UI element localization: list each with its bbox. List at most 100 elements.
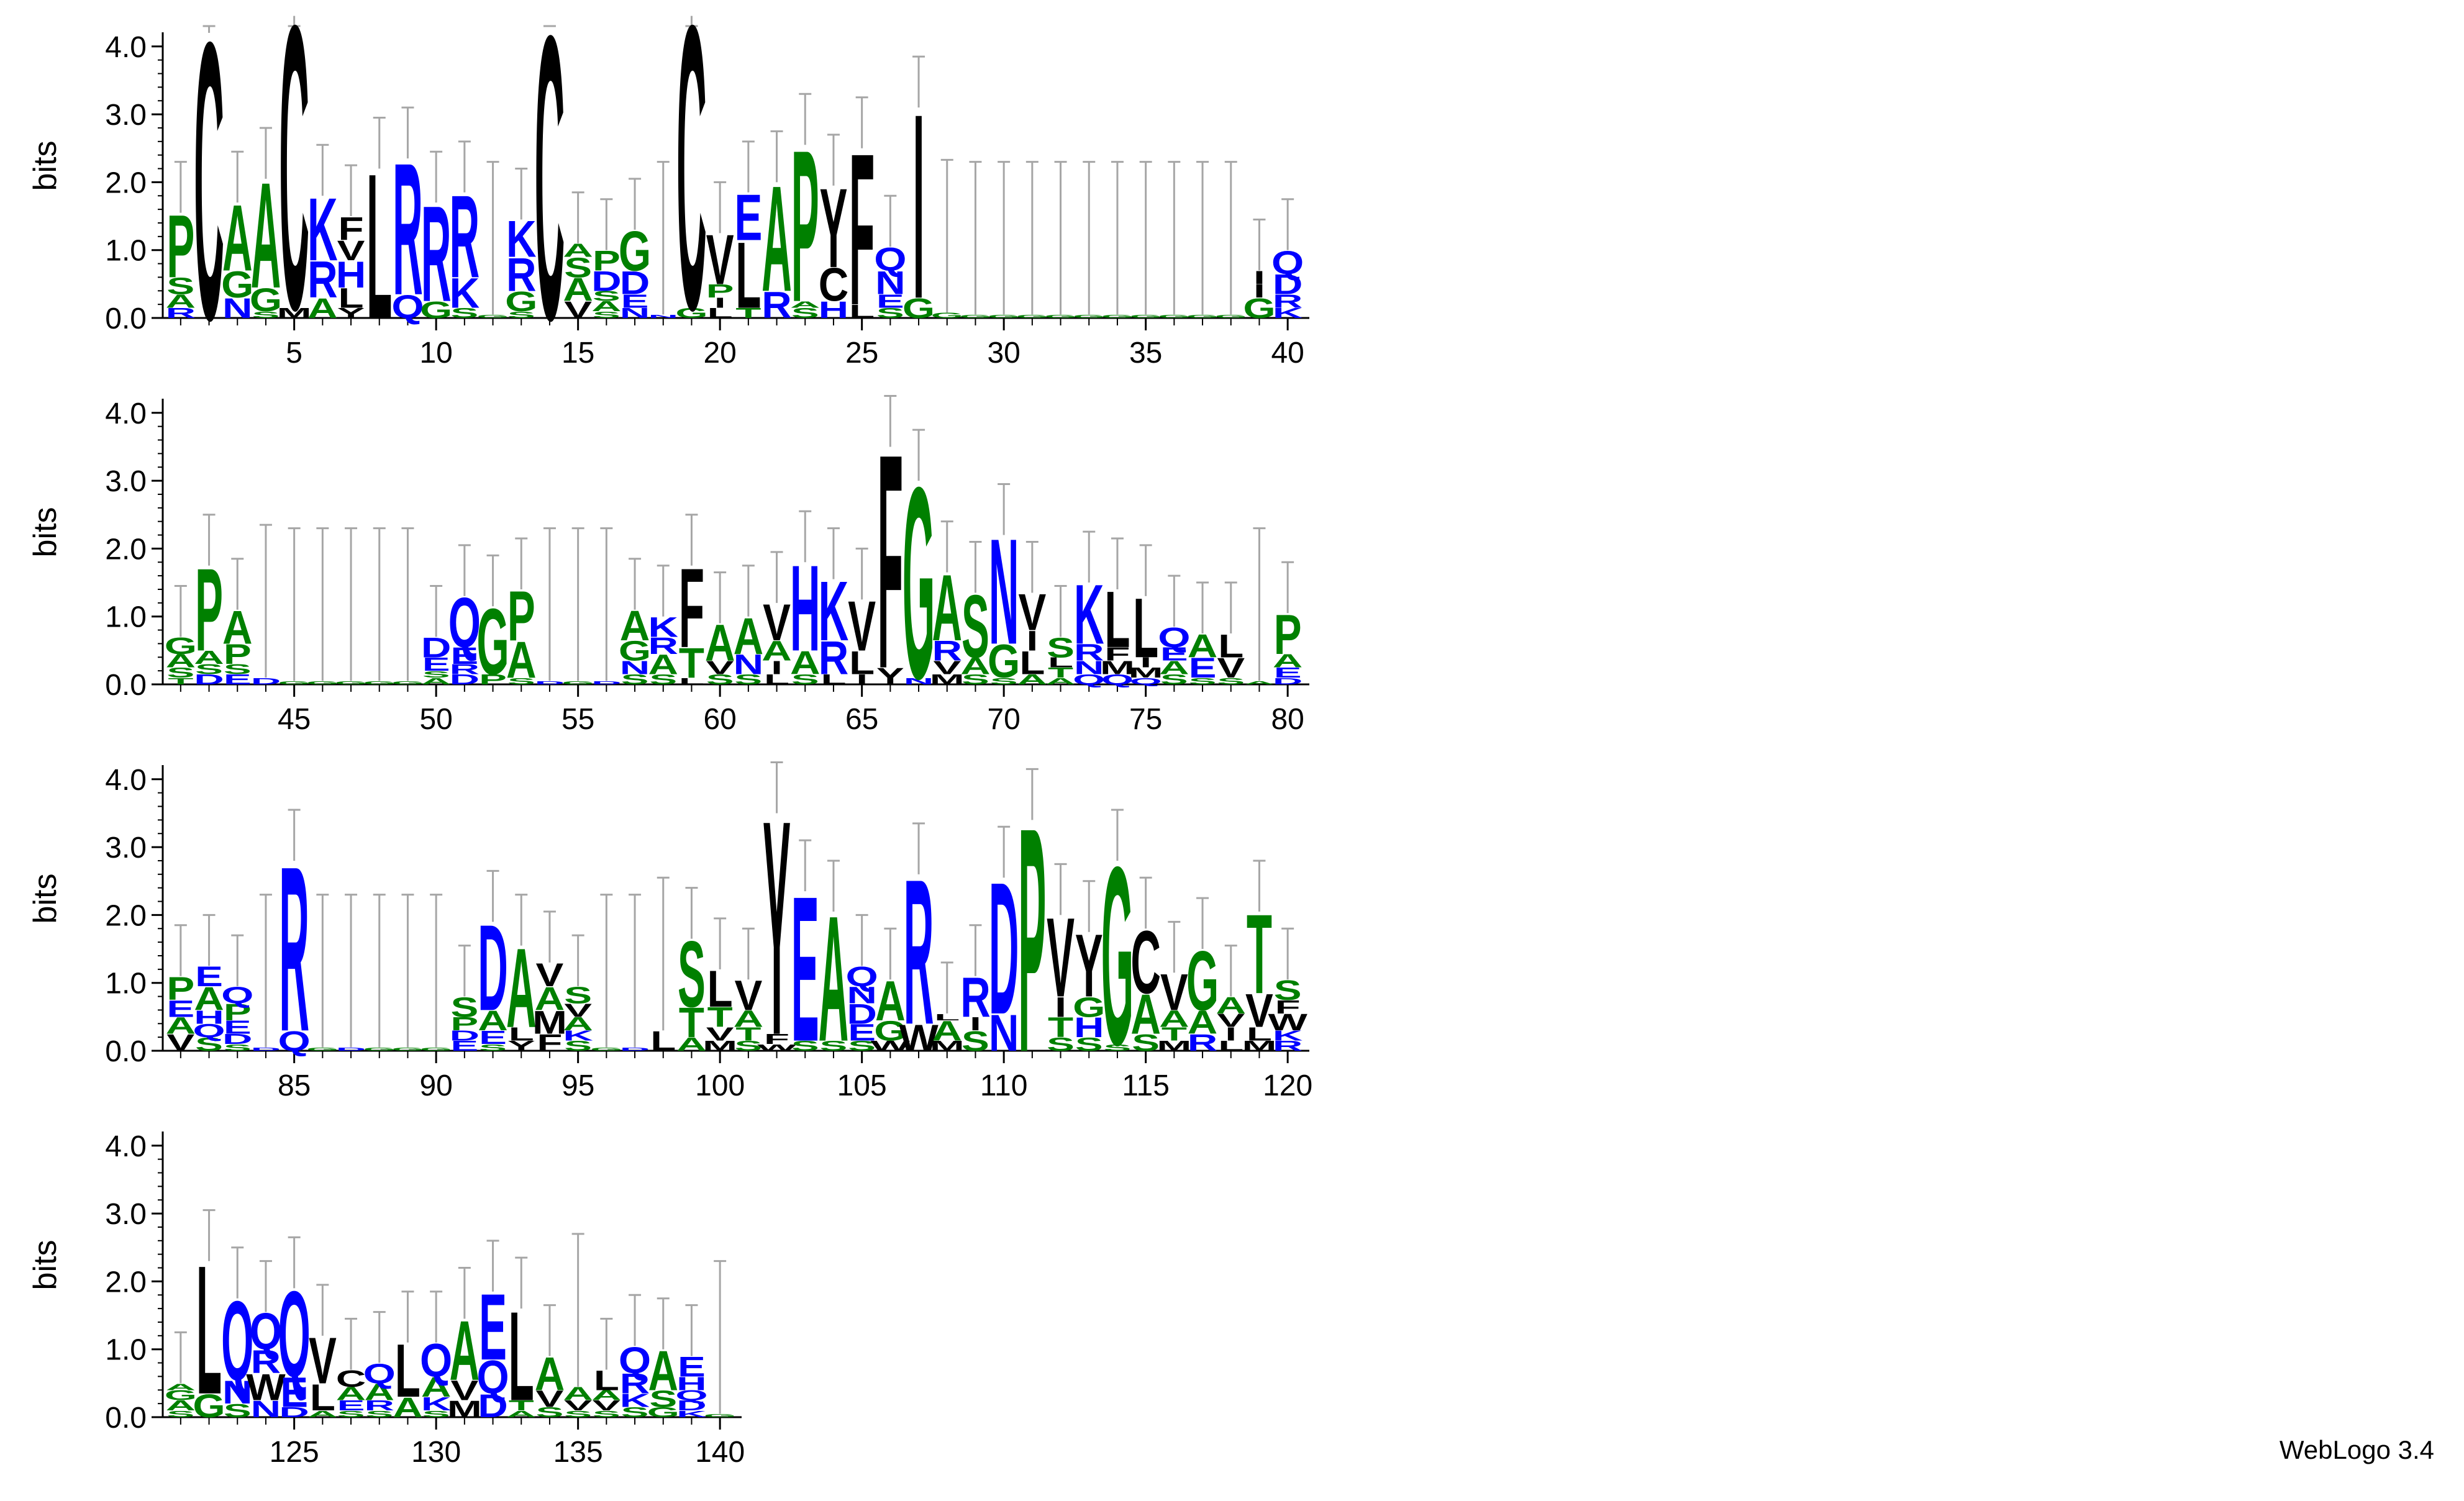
logo-column-96: G [590,894,622,1052]
logo-column-87: D [336,894,366,1052]
logo-column-84: D [251,894,281,1052]
residue-glyph: A [1216,992,1246,1018]
residue-glyph: S [166,665,194,681]
logo-column-109: SIR [960,924,991,1057]
logo-column-93: YLA [506,894,537,1054]
residue-glyph: V [564,1000,592,1022]
x-tick-label: 55 [561,703,594,736]
y-tick-label: 4.0 [105,31,147,64]
x-tick-label: 100 [695,1069,745,1102]
residue-glyph: S [791,306,819,321]
residue-glyph: K [450,270,480,317]
residue-glyph: T [735,306,761,321]
residue-glyph: S [734,672,762,687]
logo-column-117: RAG [1186,897,1219,1056]
residue-glyph: A [1045,676,1076,687]
residue-glyph: R [450,661,480,677]
residue-glyph: A [506,631,537,689]
residue-glyph: V [706,1024,734,1045]
residue-glyph: G [1158,314,1190,319]
residue-glyph: G [1215,314,1247,319]
residue-glyph: L [764,672,789,687]
residue-glyph: L [849,301,875,322]
logo-column-48: G [363,527,396,686]
residue-glyph: G [306,1046,339,1051]
logo-column-5: MC [277,0,312,394]
residue-glyph: L [650,1026,676,1058]
residue-glyph: A [222,602,253,655]
residue-glyph: S [820,1038,848,1054]
residue-glyph: Q [1158,622,1190,653]
residue-glyph: I [771,658,783,679]
residue-glyph: H [676,1373,707,1394]
residue-glyph: G [335,680,367,685]
y-tick-label: 1.0 [105,235,147,268]
residue-glyph: E [1189,653,1217,684]
residue-glyph: L [707,960,733,1018]
residue-glyph: H [1074,1012,1104,1044]
residue-glyph: G [647,1405,680,1420]
residue-glyph: G [1073,314,1105,319]
residue-glyph: L [735,223,761,328]
residue-glyph: D [450,1028,480,1043]
residue-glyph: L [934,1012,960,1022]
x-tick-label: 140 [695,1436,745,1469]
residue-glyph: S [564,1409,592,1420]
residue-glyph: A [393,1392,423,1424]
residue-glyph: S [706,672,734,687]
x-tick-label: 10 [419,337,452,370]
logo-column-36: G [1158,161,1190,319]
residue-glyph: G [902,293,935,325]
logo-column-32: G [1044,161,1077,319]
residue-glyph: S [990,676,1018,687]
residue-glyph: H [194,1007,224,1028]
residue-glyph: A [761,635,792,667]
residue-glyph: S [1047,632,1075,664]
logo-column-25: LF [849,96,875,351]
x-tick-label: 60 [703,703,736,736]
residue-glyph: V [564,297,593,323]
residue-glyph: R [904,837,934,1068]
residue-glyph: S [195,1034,223,1055]
residue-glyph: S [166,273,194,299]
residue-glyph: A [535,980,565,1017]
residue-glyph: Y [507,1038,535,1054]
residue-glyph: A [1159,1006,1189,1032]
logo-column-69: SAS [960,540,991,687]
x-tick-label: 30 [987,337,1020,370]
residue-glyph: E [848,1020,876,1046]
residue-glyph: D [989,843,1019,1054]
residue-glyph: K [1273,1028,1303,1043]
residue-glyph: R [279,817,309,1081]
residue-glyph: S [1132,1030,1160,1056]
residue-glyph: A [563,240,593,261]
residue-glyph: D [1273,676,1303,687]
logo-column-108: MAL [930,961,965,1054]
residue-glyph: G [165,1387,197,1403]
x-tick-label: 90 [419,1069,452,1102]
residue-glyph: I [1225,1024,1237,1045]
residue-glyph: V [1245,985,1273,1038]
residue-glyph: E [678,1351,706,1383]
residue-glyph: L [509,1024,534,1045]
residue-glyph: S [962,672,989,687]
residue-glyph: Y [763,756,791,1099]
residue-glyph: V [706,220,734,299]
residue-glyph: D [620,265,650,302]
residue-glyph: A [194,980,224,1017]
residue-glyph: L [1247,1024,1272,1045]
residue-glyph: Y [820,166,848,292]
residue-glyph: L [821,672,846,687]
logo-column-56: D [591,527,622,686]
residue-glyph: D [847,999,877,1030]
logo-column-8: L [366,117,392,363]
